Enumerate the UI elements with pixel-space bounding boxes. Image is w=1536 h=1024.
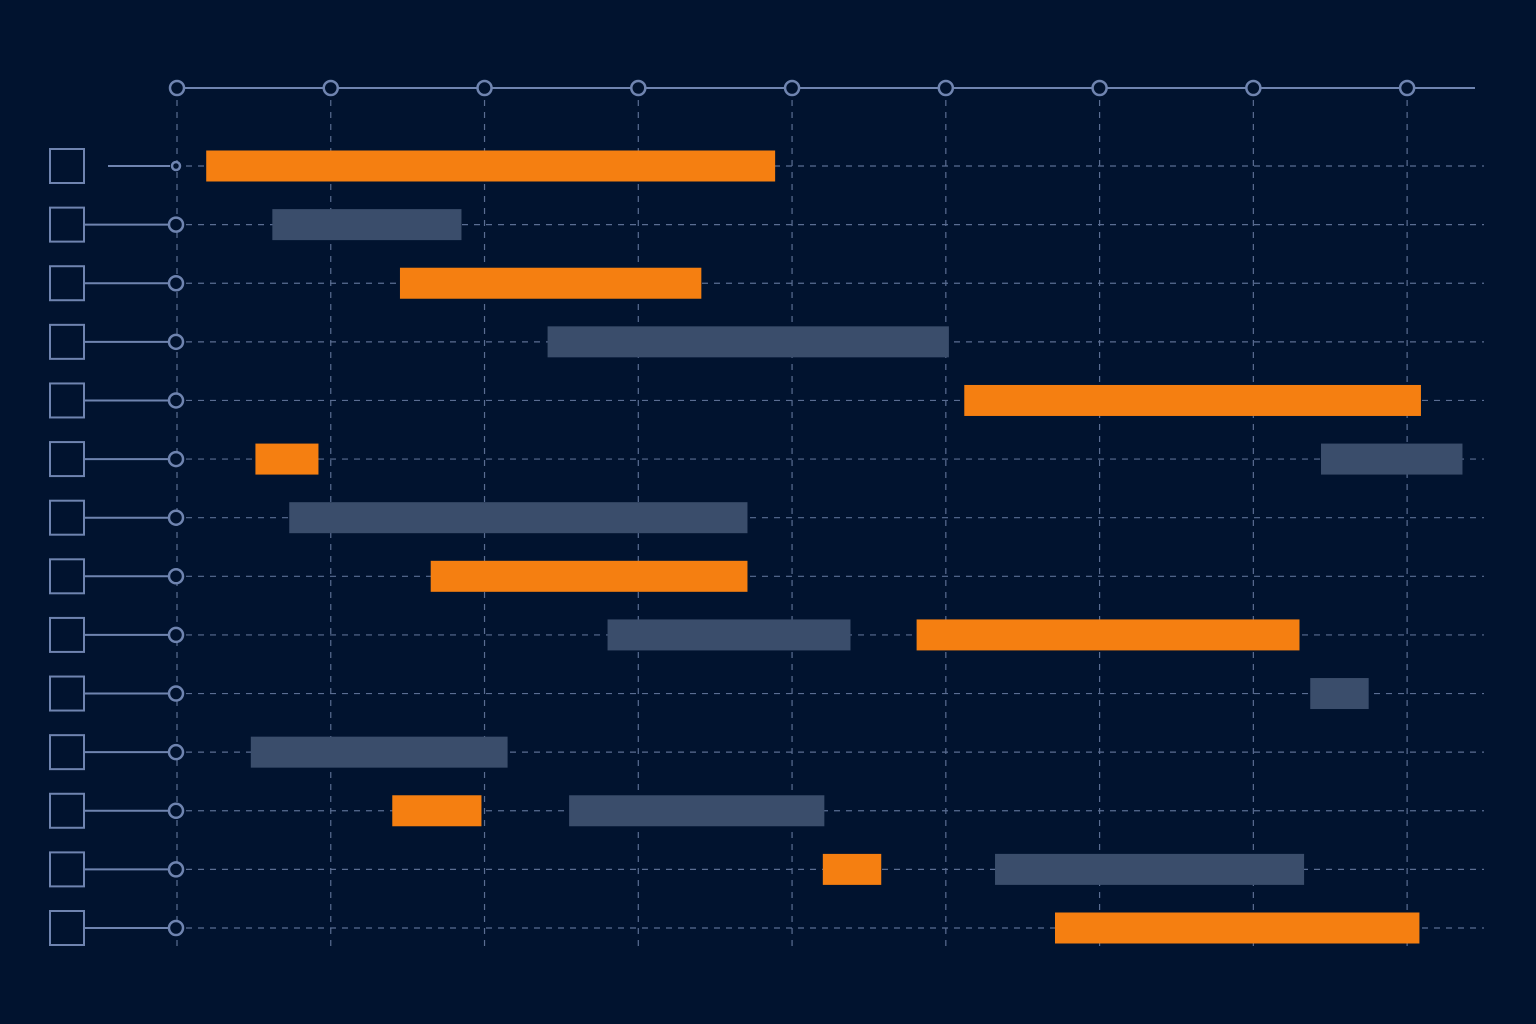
row-checkbox [49, 558, 85, 595]
tick-marker [1245, 79, 1262, 97]
row-checkbox [49, 734, 85, 771]
row-checkbox [49, 441, 85, 478]
task-bar [822, 853, 882, 885]
task-bar [206, 150, 776, 182]
task-bar [916, 619, 1300, 651]
row-node [167, 685, 185, 702]
row-node [167, 568, 185, 585]
row-node [167, 626, 185, 644]
row-checkbox [49, 148, 85, 184]
task-bar [1321, 443, 1463, 475]
row-checkbox [49, 851, 85, 888]
task-bar [964, 384, 1421, 416]
task-bar [392, 795, 482, 827]
row-checkbox [49, 910, 85, 946]
tick-marker [783, 79, 801, 97]
row-node [167, 861, 185, 878]
row-checkbox [49, 323, 85, 360]
row-node [167, 392, 185, 409]
task-bar [430, 560, 748, 592]
row-node [167, 743, 185, 761]
task-bar [995, 853, 1305, 885]
row-node [167, 216, 185, 233]
row-node [167, 450, 185, 468]
tick-marker [1398, 79, 1416, 97]
task-bar [289, 502, 748, 534]
row-node [167, 274, 185, 292]
row-checkbox [49, 499, 85, 536]
tick-marker [937, 79, 955, 97]
row-checkbox [49, 206, 85, 243]
task-bar [1310, 678, 1369, 710]
task-bar [569, 795, 825, 827]
task-bar [250, 736, 508, 768]
tick-marker [476, 79, 493, 97]
task-bar [547, 326, 949, 358]
task-bar [607, 619, 851, 651]
row-node [167, 509, 185, 526]
row-checkbox [49, 382, 85, 419]
row-checkbox [49, 265, 85, 302]
task-bar [1054, 912, 1420, 944]
row-node [167, 802, 185, 820]
row-node [167, 919, 185, 937]
tick-marker [168, 79, 186, 97]
row-checkbox [49, 792, 85, 829]
row-checkbox [49, 616, 85, 653]
row-node [170, 160, 182, 172]
tick-marker [1091, 79, 1108, 97]
row-checkbox [49, 675, 85, 712]
row-node [167, 333, 185, 351]
task-bar [272, 209, 462, 241]
task-bar [399, 267, 702, 299]
task-bar [255, 443, 319, 475]
tick-marker [630, 79, 647, 97]
tick-marker [322, 79, 340, 97]
